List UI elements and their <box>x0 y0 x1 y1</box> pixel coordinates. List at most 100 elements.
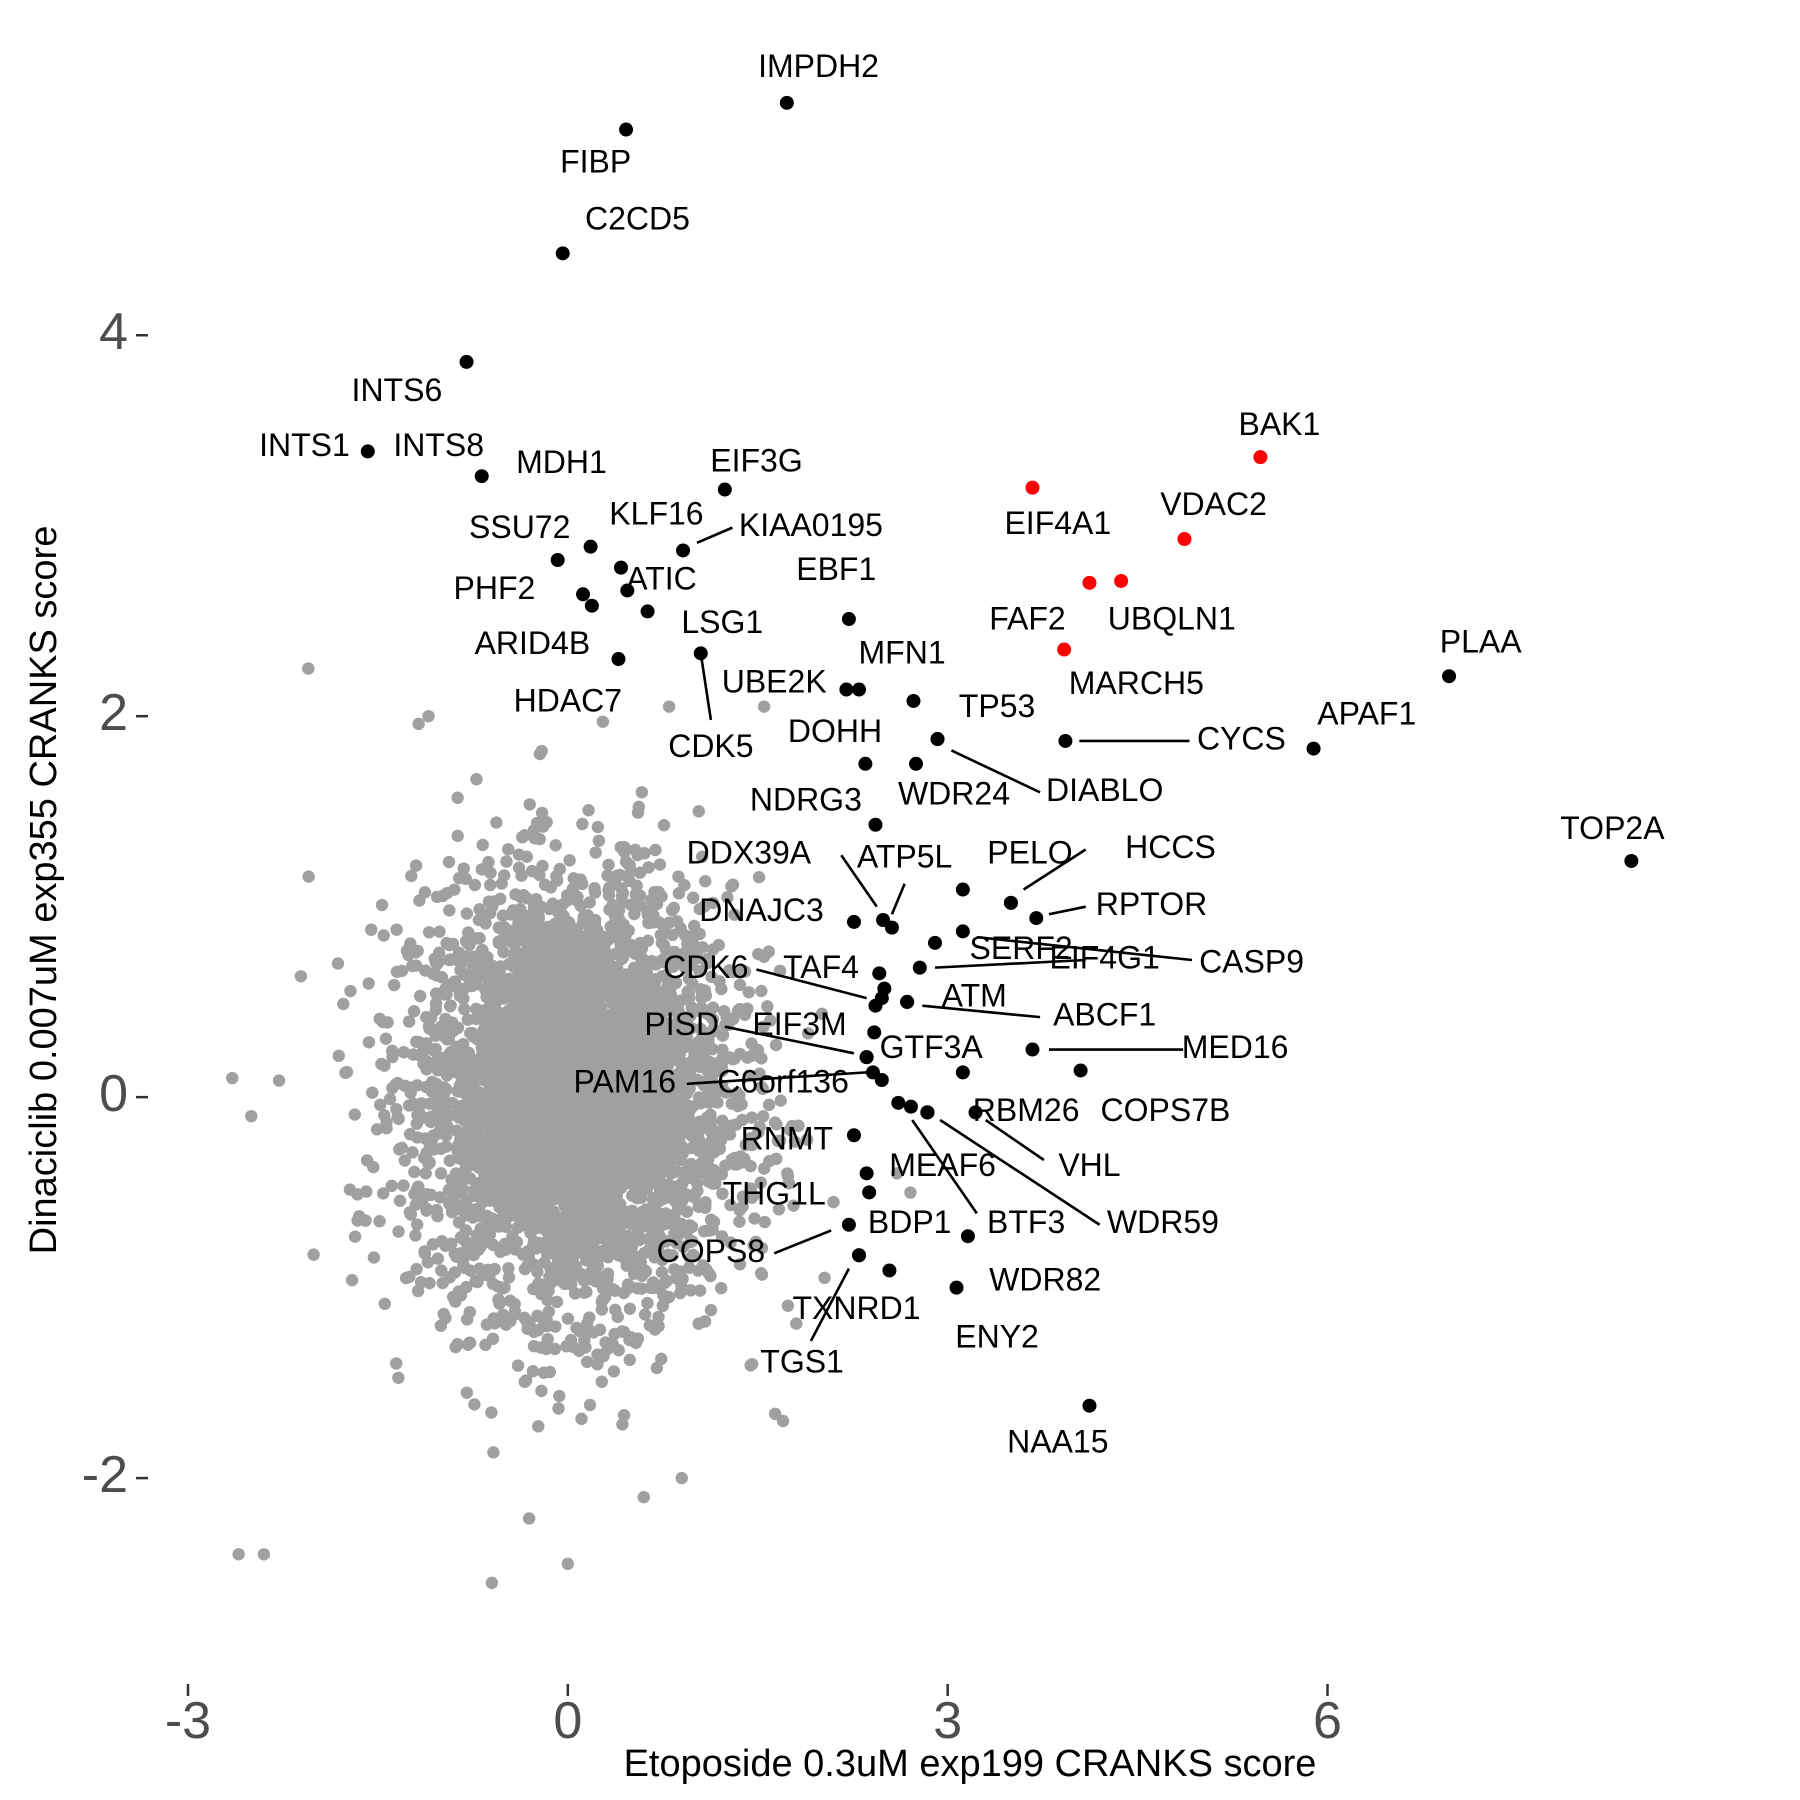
background-point <box>418 1245 431 1258</box>
x-tick-label: 0 <box>553 1692 582 1750</box>
background-point <box>434 1020 447 1034</box>
y-tick-label: 2 <box>99 684 128 742</box>
background-point <box>460 1171 473 1184</box>
background-point <box>400 944 414 957</box>
background-point <box>762 1098 776 1112</box>
point-ube2k <box>839 682 854 697</box>
background-point <box>439 1140 453 1153</box>
background-point <box>627 983 641 996</box>
background-point <box>589 933 602 946</box>
background-point <box>395 1141 409 1155</box>
background-point <box>453 871 466 885</box>
leader-line-cdk6 <box>756 968 867 1000</box>
background-point <box>679 947 692 961</box>
background-point <box>703 1009 717 1022</box>
background-point <box>601 1233 614 1247</box>
background-point <box>505 973 518 986</box>
background-point <box>476 1072 490 1086</box>
background-point <box>565 1139 578 1152</box>
background-point <box>479 1338 492 1352</box>
background-point <box>818 1271 831 1285</box>
background-point <box>699 1196 712 1209</box>
point-gtf3a <box>859 1050 874 1065</box>
background-point <box>626 1217 639 1231</box>
point-label-lsg1: LSG1 <box>681 604 763 640</box>
background-point <box>539 1194 552 1207</box>
background-point <box>668 1227 681 1240</box>
background-point <box>724 1198 737 1212</box>
background-point <box>537 1366 550 1379</box>
point-label-wdr59: WDR59 <box>1107 1204 1219 1240</box>
background-point <box>506 936 519 950</box>
background-point <box>373 1012 386 1025</box>
background-point <box>492 966 506 979</box>
background-point <box>564 1333 578 1347</box>
point-label-eif3g: EIF3G <box>710 442 802 478</box>
background-point <box>385 1179 398 1193</box>
background-point <box>692 1317 705 1330</box>
background-point <box>476 1004 489 1018</box>
background-point <box>582 1177 595 1190</box>
y-axis-title: Dinaciclib 0.007uM exp355 CRANKS score <box>23 526 65 1255</box>
point-label-pelo: PELO <box>987 835 1072 871</box>
background-point <box>625 864 638 878</box>
background-point <box>473 903 486 916</box>
background-point <box>432 955 445 969</box>
point-label-thg1l: THG1L <box>723 1176 826 1212</box>
background-point <box>707 1215 721 1229</box>
point-rnmt <box>846 1128 861 1143</box>
point-thg1l <box>862 1185 877 1200</box>
point-label-klf16: KLF16 <box>609 496 703 532</box>
background-point <box>485 1576 499 1590</box>
background-point <box>757 1110 770 1123</box>
point-march5 <box>1057 642 1072 657</box>
background-point <box>747 1239 760 1252</box>
background-point <box>540 1319 554 1333</box>
background-point <box>429 1042 442 1056</box>
point-label-ssu72: SSU72 <box>469 509 570 545</box>
background-point <box>643 1319 656 1332</box>
background-point <box>668 1017 681 1031</box>
background-point <box>411 944 424 958</box>
background-point <box>572 1012 586 1025</box>
background-point <box>392 1371 405 1384</box>
background-point <box>648 1251 661 1264</box>
background-point <box>683 1082 696 1095</box>
background-point <box>693 964 706 978</box>
background-point <box>593 1323 607 1336</box>
point-unlabeled <box>859 1166 874 1181</box>
background-point <box>692 1124 706 1137</box>
point-rbm26 <box>968 1105 983 1120</box>
background-point <box>481 1263 495 1276</box>
leader-line-hccs <box>1022 848 1087 891</box>
point-label-med16: MED16 <box>1182 1029 1289 1065</box>
background-point <box>442 855 456 869</box>
background-point <box>629 1336 643 1350</box>
point-label-txnrd1: TXNRD1 <box>792 1290 920 1326</box>
background-point <box>661 1210 675 1224</box>
background-point <box>420 1202 433 1215</box>
background-point <box>395 964 409 978</box>
background-point <box>687 1052 700 1065</box>
background-point <box>421 1256 435 1269</box>
background-point <box>764 1014 777 1027</box>
background-point <box>508 1305 522 1318</box>
background-point <box>607 1365 621 1378</box>
point-label-pisd: PISD <box>644 1006 719 1042</box>
background-point <box>674 1035 688 1049</box>
background-point <box>692 805 705 818</box>
background-point <box>413 894 426 907</box>
background-point <box>695 850 709 863</box>
background-point <box>606 1156 620 1170</box>
background-point <box>738 965 752 978</box>
point-c2cd5 <box>555 246 570 261</box>
background-point <box>535 744 548 758</box>
background-point <box>754 1176 767 1189</box>
point-cdk6 <box>872 966 887 981</box>
background-point <box>733 1215 746 1228</box>
background-point <box>403 1270 416 1284</box>
background-point <box>232 1548 245 1561</box>
background-point <box>548 1342 562 1356</box>
background-point <box>531 1181 544 1195</box>
